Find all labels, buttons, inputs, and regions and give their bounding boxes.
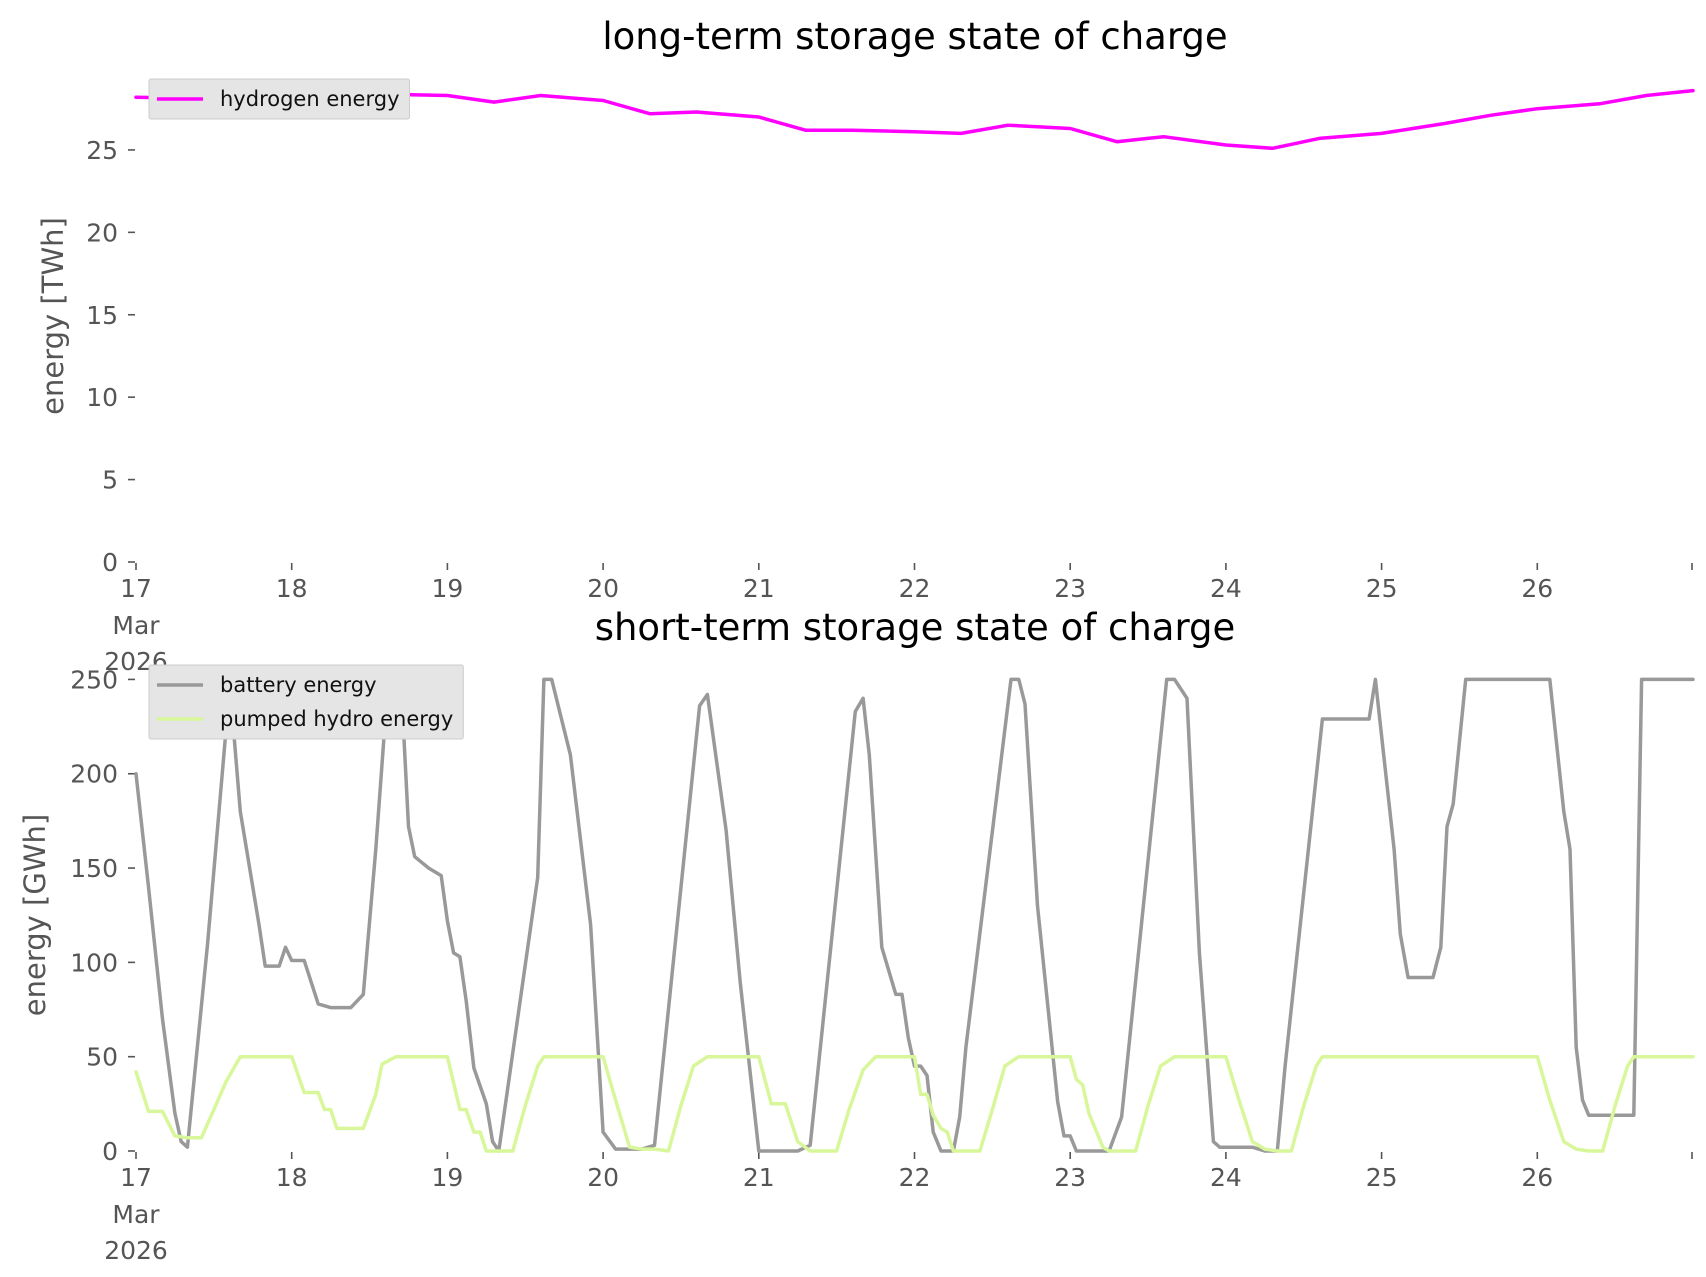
x-tick-label: 17: [120, 1163, 152, 1192]
x-ticks: 17 Mar 2026 18 19 20 21 22 23 24 25 26: [104, 1152, 1693, 1265]
legend: hydrogen energy: [148, 78, 410, 120]
legend-label-pumped-hydro-energy: pumped hydro energy: [220, 707, 453, 731]
legend: battery energy pumped hydro energy: [148, 664, 464, 740]
x-tick-label: 26: [1521, 574, 1553, 603]
x-tick-label: 17: [120, 574, 152, 603]
y-ticks: 0 50 100 150 200 250: [70, 665, 135, 1166]
y-axis-label: energy [GWh]: [18, 814, 52, 1016]
legend-box: [148, 664, 464, 740]
x-tick-sublabel: Mar: [112, 611, 160, 640]
y-tick-label: 100: [70, 948, 118, 977]
y-tick-label: 50: [86, 1043, 118, 1072]
x-tick-label: 18: [276, 574, 308, 603]
x-tick-label: 19: [431, 574, 463, 603]
series-line-hydrogen-energy: [134, 88, 1695, 151]
x-tick-label: 26: [1521, 1163, 1553, 1192]
y-tick-label: 15: [86, 301, 118, 330]
long-term-chart: long-term storage state of charge energy…: [36, 15, 1695, 676]
y-axis-label: energy [TWh]: [36, 217, 70, 415]
x-tick-label: 19: [431, 1163, 463, 1192]
y-tick-label: 10: [86, 383, 118, 412]
series-lines: [134, 88, 1695, 151]
series-lines: [134, 677, 1695, 1153]
x-tick-sublabel: Mar: [112, 1200, 160, 1229]
series-line-battery-energy: [134, 677, 1695, 1153]
x-tick-label: 22: [899, 1163, 931, 1192]
x-tick-label: 20: [587, 1163, 619, 1192]
x-tick-label: 18: [276, 1163, 308, 1192]
y-ticks: 0 5 10 15 20 25: [86, 136, 135, 577]
short-term-chart: short-term storage state of charge energ…: [18, 606, 1695, 1265]
chart-title: long-term storage state of charge: [602, 15, 1227, 58]
x-tick-label: 23: [1054, 574, 1086, 603]
x-tick-label: 22: [899, 574, 931, 603]
x-tick-label: 25: [1366, 574, 1398, 603]
x-tick-label: 20: [587, 574, 619, 603]
x-tick-label: 24: [1210, 574, 1242, 603]
legend-label-battery-energy: battery energy: [220, 673, 377, 697]
y-tick-label: 0: [102, 548, 118, 577]
y-tick-label: 25: [86, 136, 118, 165]
x-tick-label: 21: [743, 1163, 775, 1192]
x-tick-label: 25: [1366, 1163, 1398, 1192]
chart-title: short-term storage state of charge: [595, 606, 1236, 649]
legend-label-hydrogen-energy: hydrogen energy: [220, 87, 400, 111]
x-tick-label: 21: [743, 574, 775, 603]
y-tick-label: 5: [102, 466, 118, 495]
y-tick-label: 0: [102, 1137, 118, 1166]
y-tick-label: 200: [70, 760, 118, 789]
legend-box: [148, 78, 410, 120]
series-line-pumped-hydro-energy: [134, 1054, 1695, 1153]
y-tick-label: 150: [70, 854, 118, 883]
y-tick-label: 20: [86, 218, 118, 247]
y-tick-label: 250: [70, 665, 118, 694]
x-tick-sublabel: 2026: [104, 1236, 168, 1265]
x-tick-label: 23: [1054, 1163, 1086, 1192]
x-tick-label: 24: [1210, 1163, 1242, 1192]
